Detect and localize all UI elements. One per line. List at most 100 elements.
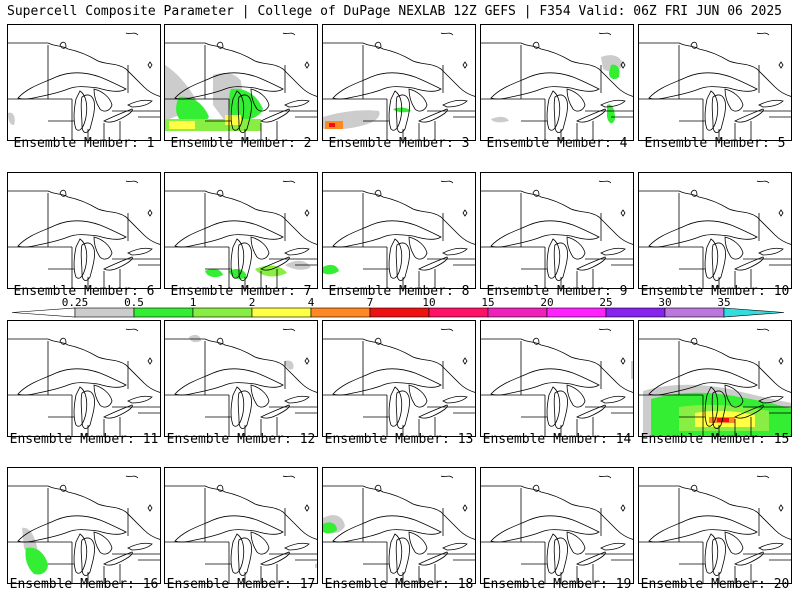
ensemble-member-label: Ensemble Member: 15: [640, 432, 790, 447]
base-map: [165, 328, 317, 436]
map-boundary: [462, 357, 468, 365]
map-boundary: [237, 537, 252, 576]
map-boundary: [323, 190, 475, 245]
colorbar-left-arrow: [11, 307, 76, 318]
base-map: [323, 328, 475, 436]
map-boundary: [442, 99, 468, 108]
base-map: [165, 475, 317, 583]
map-boundary: [282, 32, 296, 36]
map-boundary: [576, 256, 606, 271]
map-boundary: [546, 386, 561, 427]
map-boundary: [546, 533, 561, 574]
map-boundary: [250, 88, 270, 112]
map-boundary: [598, 328, 612, 332]
map-boundary: [639, 338, 791, 393]
map-boundary: [532, 337, 540, 345]
map-boundary: [408, 531, 428, 555]
map-boundary: [598, 32, 612, 36]
map-boundary: [758, 395, 784, 404]
map-boundary: [174, 220, 284, 248]
map-boundary: [639, 485, 791, 540]
ensemble-member-label: Ensemble Member: 12: [166, 432, 316, 447]
map-boundary: [462, 209, 468, 217]
map-boundary: [600, 542, 626, 551]
map-boundary: [73, 90, 88, 131]
map-boundary: [125, 328, 139, 332]
map-boundary: [260, 108, 290, 123]
map-boundary: [8, 338, 160, 393]
map-boundary: [147, 209, 153, 217]
map-boundary: [532, 189, 540, 197]
scp-contour-fill: [205, 268, 223, 278]
map-boundary: [103, 108, 133, 123]
map-boundary: [80, 242, 95, 281]
map-boundary: [648, 72, 758, 100]
colorbar-tick-label: 30: [658, 296, 671, 309]
map-boundary: [284, 395, 310, 404]
scp-contour-fill: [229, 269, 247, 279]
map-boundary: [553, 242, 568, 281]
map-boundary: [260, 404, 290, 419]
ensemble-member-label: Ensemble Member: 13: [324, 432, 474, 447]
map-boundary: [690, 41, 698, 49]
map-boundary: [639, 42, 791, 97]
map-boundary: [80, 390, 95, 429]
chart-title: Supercell Composite Parameter | College …: [7, 4, 446, 19]
map-boundary: [440, 475, 454, 479]
map-boundary: [598, 180, 612, 184]
map-boundary: [388, 386, 403, 427]
map-boundary: [462, 61, 468, 69]
map-boundary: [8, 190, 160, 245]
map-boundary: [481, 338, 633, 393]
scp-contour-fill: [609, 64, 620, 80]
map-boundary: [323, 485, 475, 540]
map-boundary: [600, 99, 626, 108]
map-boundary: [490, 515, 600, 543]
ensemble-member-label: Ensemble Member: 9: [486, 284, 628, 299]
scp-contour-fill: [8, 112, 15, 125]
ensemble-member-label: Ensemble Member: 17: [166, 577, 316, 592]
map-boundary: [481, 485, 633, 540]
map-boundary: [127, 542, 153, 551]
map-boundary: [125, 475, 139, 479]
map-boundary: [127, 247, 153, 256]
map-boundary: [778, 357, 784, 365]
ensemble-member-label: Ensemble Member: 14: [482, 432, 632, 447]
colorbar-segment: [251, 307, 312, 318]
map-boundary: [711, 94, 726, 133]
ensemble-member-label: Ensemble Member: 5: [644, 136, 786, 151]
ensemble-member-label: Ensemble Member: 18: [324, 577, 474, 592]
map-boundary: [17, 368, 127, 396]
map-boundary: [442, 395, 468, 404]
ensemble-map-panel: [322, 467, 476, 584]
map-boundary: [648, 515, 758, 543]
map-boundary: [553, 537, 568, 576]
map-boundary: [374, 484, 382, 492]
map-boundary: [442, 542, 468, 551]
map-boundary: [395, 390, 410, 429]
scp-contour-fill: [491, 116, 509, 123]
map-boundary: [304, 504, 310, 512]
map-boundary: [237, 242, 252, 281]
colorbar-segment: [605, 307, 666, 318]
map-boundary: [490, 220, 600, 248]
ensemble-member-label: Ensemble Member: 7: [170, 284, 312, 299]
base-map: [165, 32, 317, 140]
scp-contour-fill: [607, 104, 615, 124]
base-map: [481, 475, 633, 583]
map-boundary: [17, 220, 127, 248]
colorbar-tick-label: 2: [249, 296, 256, 309]
colorbar-svg: 0.25 0.5 1 2 4 7 10 15 20 25 30 35: [11, 296, 785, 318]
map-boundary: [282, 180, 296, 184]
map-boundary: [174, 368, 284, 396]
map-boundary: [73, 533, 88, 574]
map-boundary: [711, 242, 726, 281]
colorbar-segment: [369, 307, 430, 318]
ensemble-map-panel: [322, 24, 476, 141]
map-boundary: [388, 238, 403, 279]
map-boundary: [440, 328, 454, 332]
map-boundary: [600, 395, 626, 404]
map-boundary: [724, 88, 744, 112]
map-boundary: [127, 99, 153, 108]
map-boundary: [59, 337, 67, 345]
